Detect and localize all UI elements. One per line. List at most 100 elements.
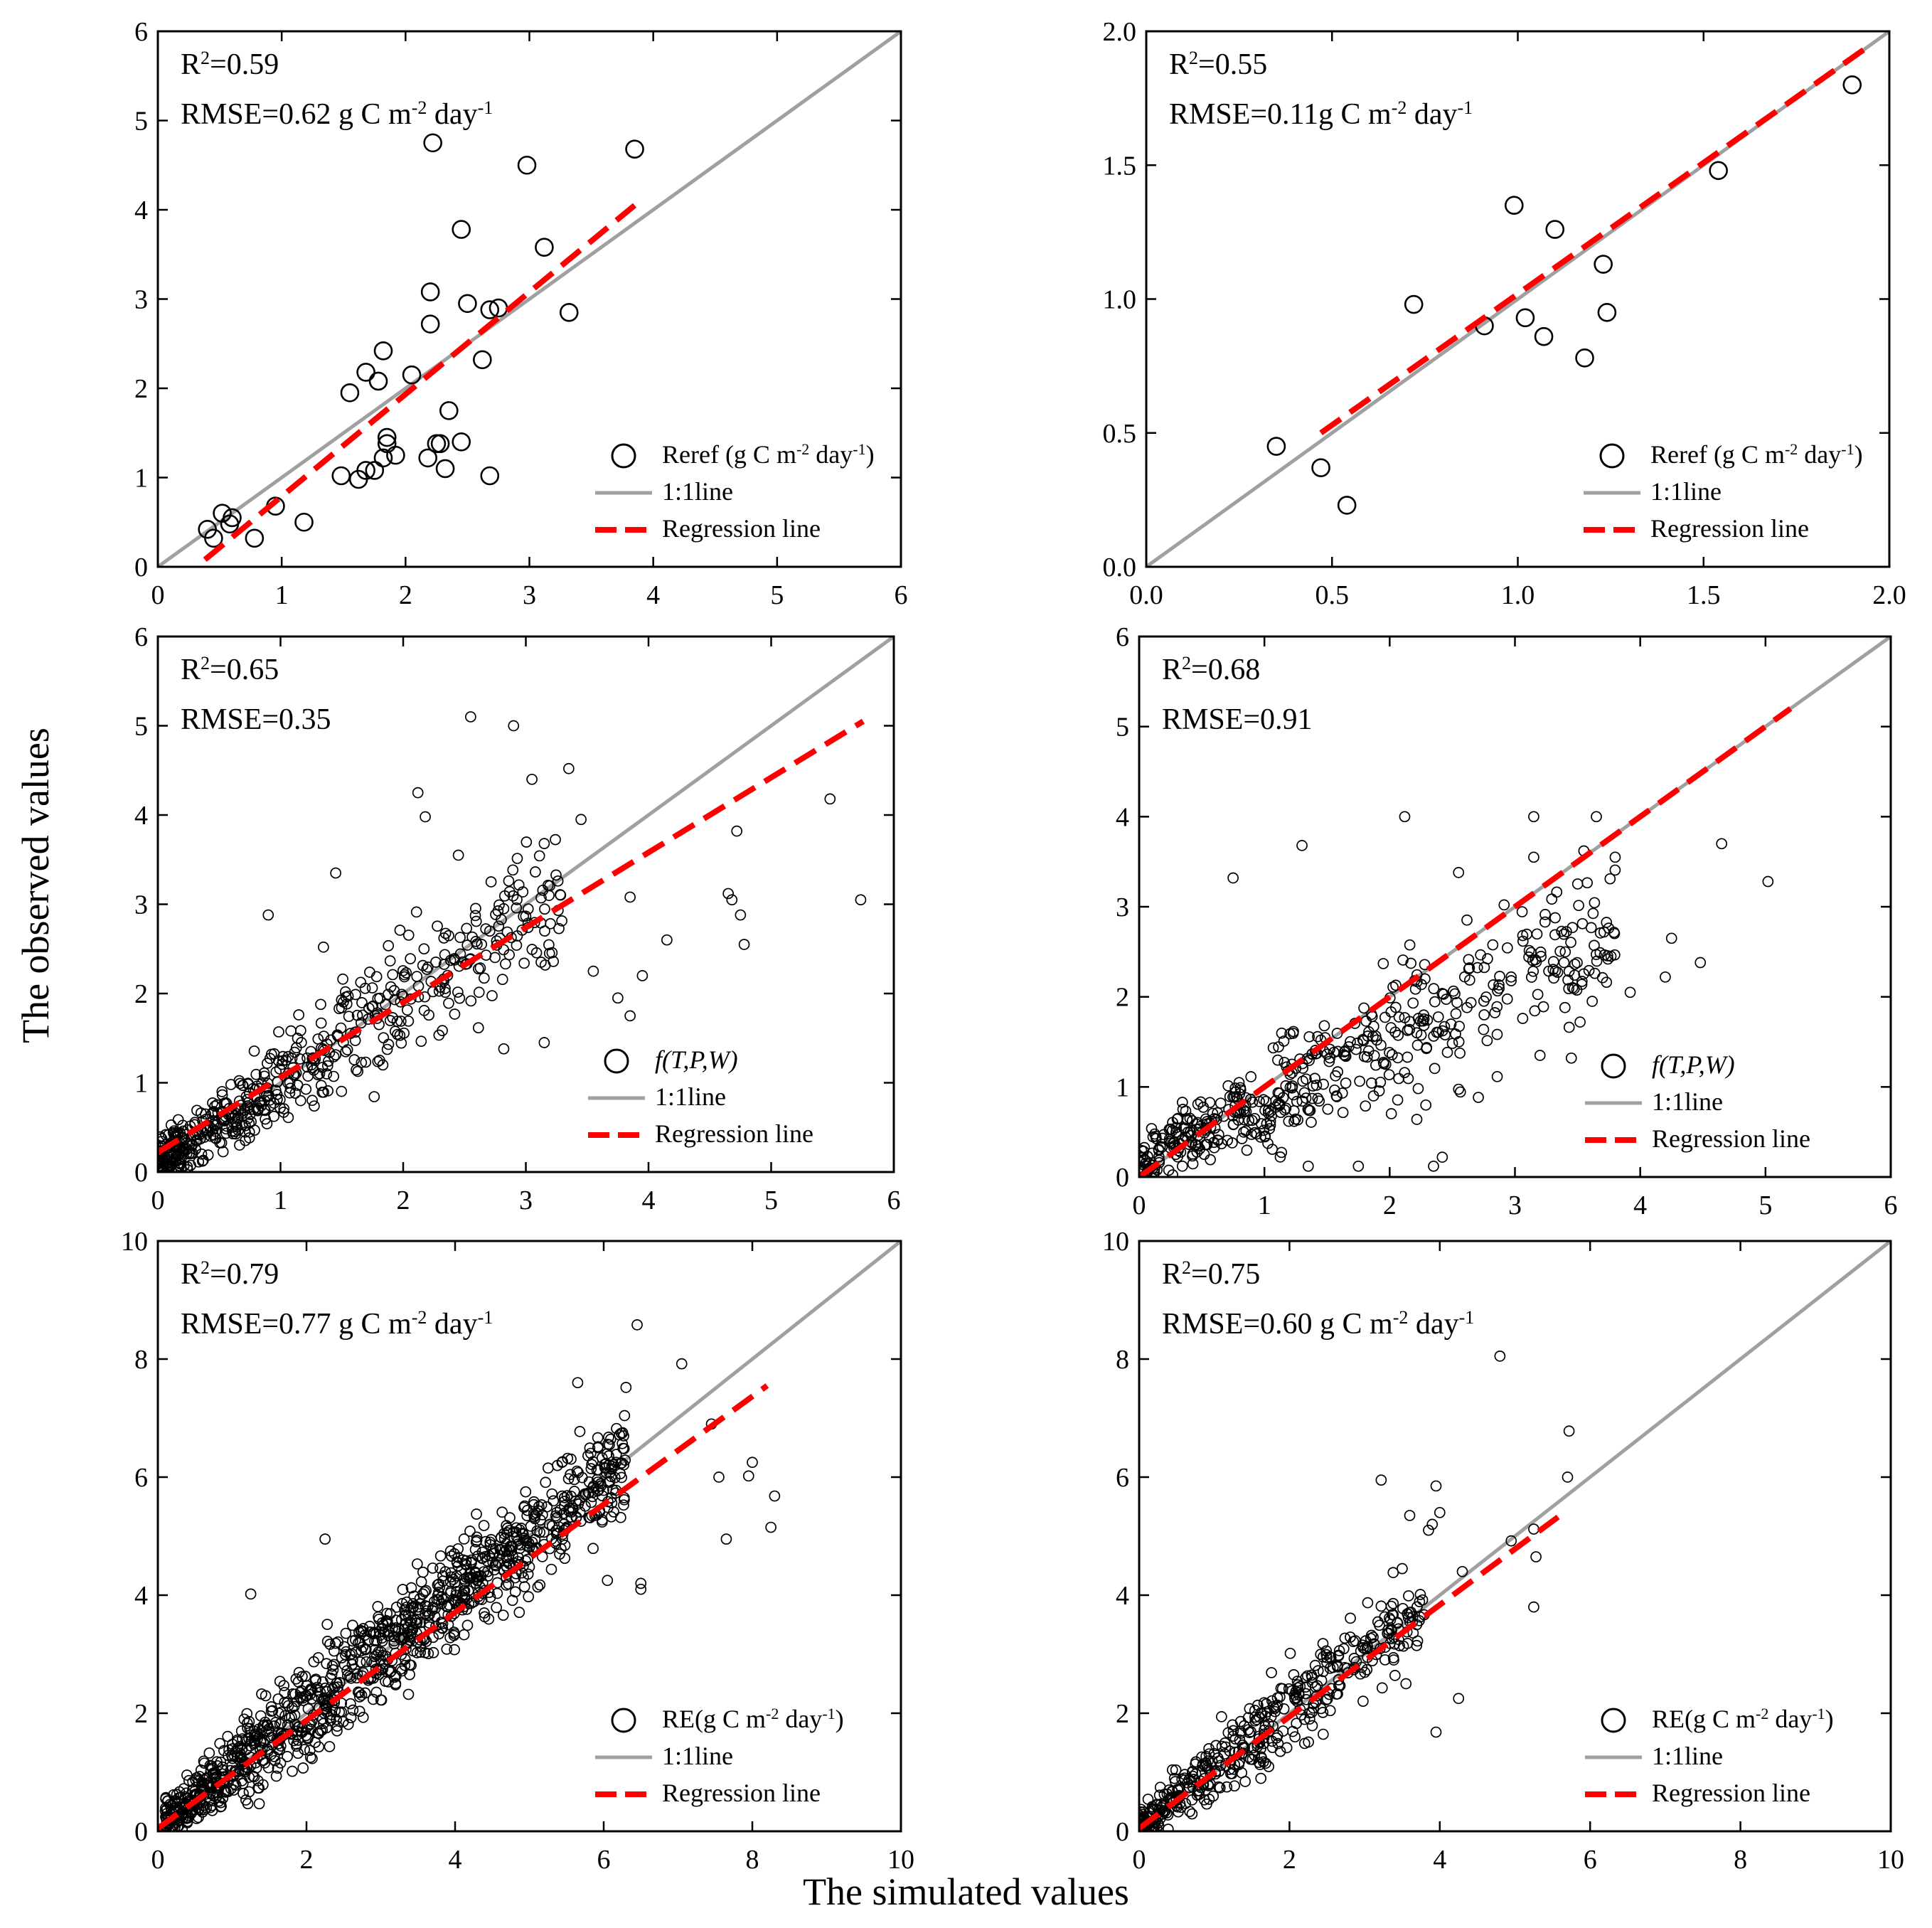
data-point <box>1306 1092 1318 1104</box>
data-point <box>181 1787 193 1799</box>
data-point <box>1375 1076 1387 1088</box>
data-point <box>452 849 464 861</box>
data-point <box>241 1708 253 1720</box>
data-point <box>1604 873 1616 885</box>
data-point <box>1402 1072 1414 1085</box>
data-point <box>619 1410 631 1422</box>
data-point <box>181 1769 193 1781</box>
data-point <box>309 1737 321 1748</box>
data-point <box>1387 1609 1398 1621</box>
data-point <box>1559 946 1571 958</box>
x-tick-label: 1 <box>1258 1191 1271 1220</box>
data-point <box>604 1433 617 1445</box>
data-point <box>1481 1035 1493 1047</box>
data-point <box>507 864 519 876</box>
data-point <box>357 1711 369 1723</box>
data-point <box>1539 916 1551 928</box>
data-point <box>1609 864 1621 876</box>
data-point <box>427 1602 439 1613</box>
data-point <box>274 1744 286 1756</box>
data-point <box>476 1546 489 1558</box>
data-point <box>375 1694 387 1706</box>
data-point <box>284 1082 297 1095</box>
data-point <box>1362 1597 1374 1609</box>
data-point <box>435 1617 447 1628</box>
data-point <box>243 1132 255 1144</box>
data-point <box>324 1715 336 1727</box>
one-to-one-line <box>158 31 901 567</box>
data-point <box>1449 988 1461 1000</box>
data-point <box>1354 1075 1365 1087</box>
data-point <box>277 1055 289 1067</box>
data-point <box>384 1608 396 1619</box>
data-point <box>1254 1096 1265 1107</box>
data-point <box>231 1734 243 1746</box>
data-point <box>315 1080 327 1092</box>
data-point <box>1317 1728 1329 1740</box>
data-point <box>370 1663 382 1675</box>
data-point <box>1303 1713 1315 1725</box>
data-point <box>439 401 459 420</box>
x-tick-label: 1 <box>275 580 289 610</box>
data-point <box>248 1045 260 1057</box>
data-point <box>1492 985 1503 997</box>
data-point <box>486 990 498 1001</box>
data-point <box>572 1377 584 1389</box>
y-tick-label: 0 <box>134 1158 148 1188</box>
data-point <box>1694 957 1707 969</box>
data-point <box>306 1684 318 1695</box>
data-point <box>1350 1043 1362 1055</box>
data-point <box>1340 1050 1352 1062</box>
data-point <box>158 1136 167 1147</box>
data-point <box>1207 1790 1219 1802</box>
data-point <box>356 363 375 382</box>
data-point <box>1249 1711 1261 1723</box>
x-tick-label: 4 <box>1633 1191 1647 1220</box>
x-tick-label: 0 <box>1133 1845 1146 1875</box>
data-point <box>548 1495 560 1507</box>
y-tick-label: 2 <box>134 1699 148 1729</box>
data-point <box>731 825 743 837</box>
data-point <box>539 959 551 971</box>
data-point <box>602 1575 614 1587</box>
data-point <box>344 1649 356 1661</box>
data-point <box>1266 437 1286 456</box>
data-point <box>1218 1110 1229 1122</box>
y-tick-label: 5 <box>1116 713 1129 742</box>
data-point <box>1337 1107 1349 1119</box>
data-point <box>238 1713 250 1725</box>
data-point <box>498 1043 510 1055</box>
data-point <box>306 1095 318 1107</box>
data-point <box>373 1055 385 1066</box>
data-point <box>1241 1144 1253 1156</box>
regression-line <box>203 203 637 563</box>
data-point <box>1215 1711 1227 1722</box>
data-point <box>274 1718 286 1730</box>
data-point <box>553 922 565 934</box>
data-point <box>432 920 443 932</box>
data-point <box>165 1119 177 1131</box>
legend-label: 1:1line <box>1652 1742 1723 1770</box>
data-point <box>1419 959 1431 971</box>
plot-frame <box>1145 30 1891 568</box>
data-point <box>259 1735 271 1747</box>
plot-frame <box>156 1240 902 1833</box>
data-point <box>344 1671 356 1683</box>
data-point <box>1528 1601 1539 1613</box>
data-point <box>352 1686 364 1698</box>
data-point <box>1162 1823 1174 1831</box>
data-point <box>1202 1780 1215 1791</box>
data-point <box>1504 196 1524 215</box>
data-point <box>353 1626 365 1638</box>
data-point <box>378 1032 390 1044</box>
data-point <box>713 1471 725 1483</box>
data-point <box>855 894 867 906</box>
data-point <box>1571 957 1583 969</box>
data-point <box>1360 1015 1372 1027</box>
data-point <box>540 1476 552 1488</box>
data-point <box>256 1688 267 1700</box>
data-point <box>1332 1045 1344 1058</box>
data-point <box>1367 1090 1379 1102</box>
data-point <box>459 1585 471 1597</box>
data-point <box>1574 1016 1586 1028</box>
